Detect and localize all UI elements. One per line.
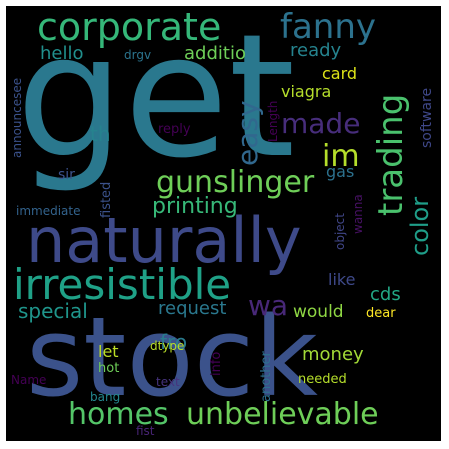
- word-text: text: [156, 375, 180, 389]
- word-fist: fist: [136, 424, 155, 438]
- word-additio: additio: [184, 43, 246, 64]
- word-naturally: naturally: [26, 204, 302, 277]
- word-gas: gas: [326, 162, 355, 181]
- word-card: card: [322, 64, 358, 83]
- word-another: another: [259, 351, 274, 402]
- word-special: special: [18, 299, 88, 323]
- word-object: object: [333, 213, 347, 250]
- word-get: get: [16, 6, 296, 196]
- word-Name: Name: [11, 373, 47, 387]
- word-fro: fro: [160, 330, 188, 354]
- word-irresistible: irresistible: [13, 260, 232, 309]
- word-fisted: fisted: [99, 181, 114, 218]
- word-dear: dear: [366, 306, 396, 321]
- word-drgv: drgv: [124, 48, 152, 62]
- word-reply: reply: [158, 122, 191, 137]
- word-bang: bang: [90, 390, 121, 404]
- word-like: like: [328, 270, 356, 289]
- word-request: request: [158, 298, 227, 319]
- word-stock: stock: [26, 293, 318, 421]
- word-software: software: [419, 87, 435, 148]
- word-viagra: viagra: [281, 82, 332, 101]
- word-fanny: fanny: [280, 7, 377, 47]
- word-printing: printing: [152, 194, 238, 219]
- word-gunslinger: gunslinger: [156, 165, 315, 200]
- word-cloud: get stock naturally corporate irresistib…: [6, 6, 441, 441]
- word-ready: ready: [290, 40, 342, 61]
- word-wanna: wanna: [351, 194, 365, 234]
- word-sir: sir: [58, 167, 75, 183]
- word-hello: hello: [40, 43, 84, 64]
- word-money: money: [302, 344, 364, 365]
- word-unbelievable: unbelievable: [186, 397, 379, 432]
- word-Length: Length: [266, 100, 280, 142]
- word-corporate: corporate: [37, 6, 222, 49]
- word-th: th: [90, 122, 111, 146]
- word-cds: cds: [370, 284, 401, 305]
- word-announcesee: announcesee: [10, 77, 24, 158]
- word-easy: easy: [231, 100, 264, 166]
- word-info: info: [209, 351, 224, 376]
- word-let: let: [98, 342, 119, 361]
- word-immediate: immediate: [16, 204, 81, 218]
- word-trading: trading: [371, 93, 411, 216]
- word-needed: needed: [298, 372, 347, 387]
- word-would: would: [293, 302, 344, 322]
- word-wa: wa: [248, 289, 289, 322]
- word-hot: hot: [98, 361, 120, 376]
- word-made: made: [281, 107, 361, 140]
- word-im: im: [322, 139, 360, 174]
- word-dtype: dtype: [150, 339, 185, 353]
- word-homes: homes: [68, 397, 169, 432]
- word-color: color: [406, 196, 434, 256]
